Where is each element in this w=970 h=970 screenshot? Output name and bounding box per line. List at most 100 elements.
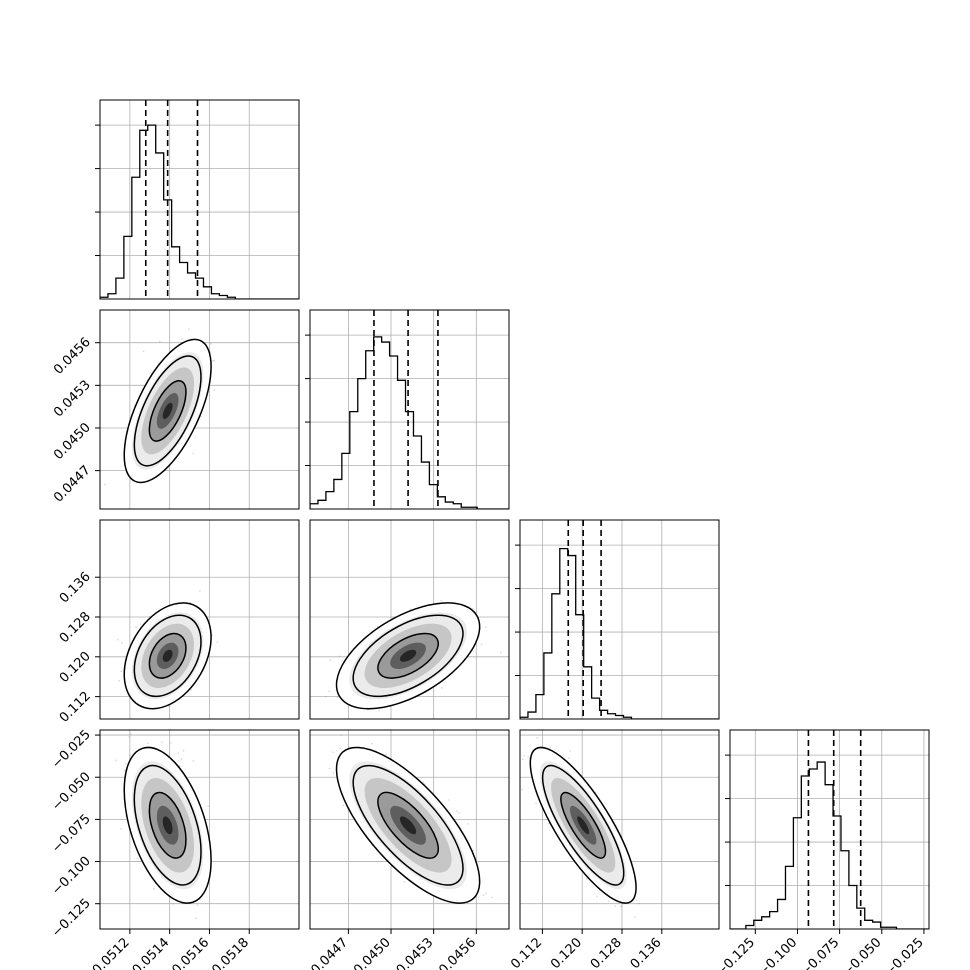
- sample-point: [332, 772, 334, 774]
- panel-frame: [309, 519, 510, 720]
- sample-point: [207, 805, 209, 807]
- panel-content: [100, 730, 299, 929]
- sample-point: [328, 690, 330, 693]
- density-fill: [399, 816, 417, 835]
- y-tick-label: −0.025: [49, 727, 94, 772]
- sample-point: [161, 741, 163, 744]
- sample-point: [448, 799, 450, 801]
- sample-point: [199, 590, 201, 592]
- y-tick-label: 0.128: [57, 609, 94, 646]
- contour-line: [335, 602, 481, 710]
- sample-point: [378, 710, 380, 712]
- sample-point: [339, 747, 342, 750]
- sample-point: [213, 359, 216, 362]
- hist-panel-3: [725, 729, 930, 930]
- sample-point: [135, 626, 137, 628]
- y-tick-label: −0.125: [49, 896, 94, 941]
- sample-point: [472, 849, 475, 852]
- y-tick-label: 0.0453: [51, 378, 94, 421]
- contour-line: [133, 614, 202, 698]
- y-tick-label: 0.120: [57, 649, 94, 686]
- contour-line: [148, 632, 187, 679]
- sample-point: [120, 670, 122, 673]
- sample-point: [523, 755, 525, 757]
- sample-point: [180, 758, 183, 760]
- panel-frame: [309, 309, 510, 510]
- contour-line: [377, 791, 439, 859]
- scatter-panel-0-1: [99, 309, 300, 510]
- sample-point: [342, 804, 345, 807]
- sample-point: [409, 608, 412, 610]
- y-tick-label: −0.075: [49, 812, 94, 857]
- scatter-panel-1-2: [309, 519, 510, 720]
- x-tick-label: 0.0514: [130, 935, 173, 970]
- sample-point: [142, 350, 145, 353]
- sample-point: [118, 679, 120, 682]
- contour-line: [123, 746, 212, 904]
- x-tick-label: 0.0518: [209, 935, 252, 970]
- density-fill: [399, 649, 417, 662]
- density-fill: [162, 402, 173, 420]
- panel-content: [520, 730, 719, 929]
- density-fill: [162, 816, 173, 835]
- sample-point: [136, 857, 139, 860]
- panel-frame: [99, 309, 300, 510]
- contour-line: [352, 614, 464, 698]
- sample-point: [209, 351, 212, 354]
- sample-point: [385, 753, 387, 755]
- sample-point: [482, 894, 485, 896]
- y-tick-label: 0.0447: [51, 463, 94, 506]
- sample-point: [125, 762, 127, 765]
- x-tick-label: 0.0447: [308, 935, 351, 970]
- sample-point: [120, 641, 123, 644]
- contour-line: [148, 380, 187, 442]
- sample-point: [211, 634, 214, 637]
- panel-frame: [99, 729, 300, 930]
- panel-frame: [729, 729, 930, 930]
- x-tick-label: 0.0453: [394, 935, 437, 970]
- contour-line: [352, 764, 464, 886]
- contour-line: [148, 791, 187, 859]
- scatter-panel-2-3: [519, 729, 720, 930]
- y-tick-label: −0.100: [49, 854, 94, 899]
- sample-point: [440, 599, 443, 602]
- sample-point: [190, 689, 192, 691]
- sample-point: [371, 742, 373, 745]
- panel-frame: [99, 99, 300, 300]
- sample-point: [182, 749, 185, 752]
- contour-line: [123, 602, 212, 710]
- x-tick-label: −0.100: [756, 935, 801, 970]
- x-tick-label: 0.0450: [351, 935, 394, 970]
- sample-point: [192, 760, 195, 762]
- y-tick-label: −0.050: [49, 769, 94, 814]
- sample-point: [458, 812, 460, 814]
- sample-point: [115, 759, 117, 762]
- sample-point: [485, 892, 487, 895]
- sample-point: [403, 880, 406, 883]
- sample-point: [181, 337, 183, 340]
- sample-point: [128, 735, 131, 738]
- contour-line: [133, 764, 202, 886]
- histogram-step: [310, 336, 509, 509]
- sample-point: [484, 626, 487, 628]
- sample-point: [123, 769, 126, 772]
- sample-point: [216, 641, 219, 644]
- panel-frame: [99, 519, 300, 720]
- sample-point: [168, 705, 170, 707]
- sample-point: [549, 746, 552, 749]
- y-tick-label: 0.0456: [51, 335, 94, 378]
- sample-point: [172, 902, 175, 905]
- x-tick-label: −0.075: [798, 935, 843, 970]
- sample-point: [331, 751, 334, 753]
- sample-point: [120, 828, 122, 830]
- sample-point: [158, 340, 161, 343]
- x-tick-label: 0.0512: [90, 935, 133, 970]
- y-tick-label: 0.136: [57, 569, 94, 606]
- sample-point: [116, 638, 119, 641]
- sample-point: [499, 651, 502, 654]
- sample-point: [212, 360, 214, 362]
- sample-point: [422, 781, 425, 783]
- panel-content: [100, 310, 299, 509]
- sample-point: [129, 733, 132, 735]
- hist-panel-0: [95, 99, 300, 300]
